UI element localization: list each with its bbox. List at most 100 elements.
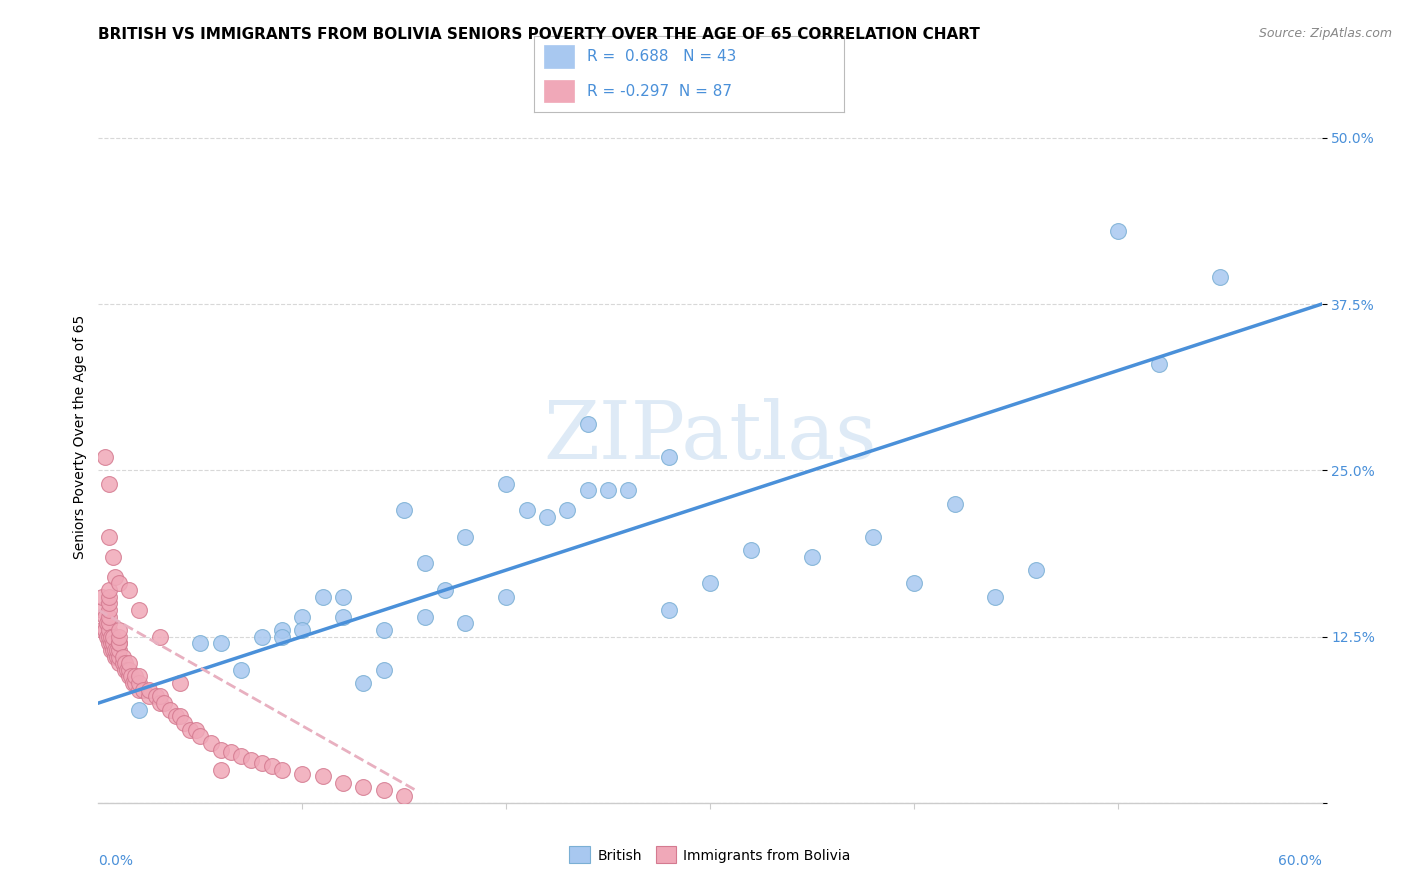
Point: [454, 530, 477, 544]
Point: [169, 709, 191, 723]
Point: [115, 663, 138, 677]
Point: [250, 630, 273, 644]
Point: [373, 782, 395, 797]
Point: [1107, 224, 1129, 238]
Point: [138, 690, 160, 704]
Point: [984, 590, 1007, 604]
Point: [231, 749, 253, 764]
Point: [138, 682, 160, 697]
Point: [114, 663, 136, 677]
Point: [209, 742, 232, 756]
Point: [105, 649, 128, 664]
Point: [97, 623, 120, 637]
Point: [240, 753, 263, 767]
Point: [101, 549, 124, 564]
Point: [413, 557, 436, 571]
Point: [128, 703, 150, 717]
Point: [108, 636, 131, 650]
Point: [118, 669, 141, 683]
Point: [91, 590, 114, 604]
Point: [108, 643, 131, 657]
Point: [188, 636, 212, 650]
Point: [97, 596, 120, 610]
Point: [101, 643, 124, 657]
Point: [111, 649, 134, 664]
Point: [1209, 270, 1232, 285]
Point: [149, 690, 172, 704]
Point: [352, 676, 374, 690]
Point: [332, 609, 354, 624]
Point: [159, 703, 181, 717]
Point: [118, 656, 141, 670]
Point: [104, 649, 127, 664]
Point: [699, 576, 721, 591]
Point: [100, 643, 122, 657]
Point: [114, 656, 136, 670]
Point: [104, 570, 127, 584]
Point: [105, 643, 128, 657]
Point: [108, 649, 131, 664]
Point: [332, 590, 354, 604]
Point: [373, 623, 395, 637]
Point: [943, 497, 966, 511]
Point: [332, 776, 354, 790]
Point: [165, 709, 187, 723]
Point: [312, 769, 335, 783]
Point: [96, 616, 118, 631]
Point: [132, 682, 155, 697]
Point: [392, 503, 416, 517]
Legend: British, Immigrants from Bolivia: British, Immigrants from Bolivia: [564, 841, 856, 869]
Bar: [544, 79, 575, 103]
Point: [188, 729, 212, 743]
Point: [291, 623, 314, 637]
Point: [270, 630, 294, 644]
Point: [413, 609, 436, 624]
Text: Source: ZipAtlas.com: Source: ZipAtlas.com: [1258, 27, 1392, 40]
Point: [801, 549, 824, 564]
Point: [1025, 563, 1047, 577]
Point: [495, 476, 517, 491]
Point: [97, 476, 120, 491]
Point: [658, 603, 681, 617]
Point: [97, 630, 120, 644]
Bar: [544, 45, 575, 68]
Point: [128, 682, 150, 697]
Point: [108, 576, 131, 591]
Point: [149, 630, 172, 644]
Point: [149, 696, 172, 710]
Point: [108, 630, 131, 644]
Point: [101, 630, 124, 644]
Point: [270, 763, 294, 777]
Point: [93, 623, 115, 637]
Point: [495, 590, 517, 604]
Point: [179, 723, 201, 737]
Text: ZIPatlas: ZIPatlas: [543, 398, 877, 476]
Point: [903, 576, 925, 591]
Point: [124, 669, 146, 683]
Point: [97, 530, 120, 544]
Point: [352, 780, 374, 794]
Point: [122, 676, 145, 690]
Point: [209, 763, 232, 777]
Point: [93, 450, 115, 464]
Y-axis label: Seniors Poverty Over the Age of 65: Seniors Poverty Over the Age of 65: [73, 315, 87, 559]
Point: [97, 609, 120, 624]
Point: [291, 609, 314, 624]
Point: [104, 643, 127, 657]
Point: [128, 669, 150, 683]
Point: [97, 636, 120, 650]
Point: [108, 623, 131, 637]
Point: [128, 603, 150, 617]
Point: [118, 582, 141, 597]
Point: [93, 609, 115, 624]
Point: [97, 603, 120, 617]
Point: [152, 696, 174, 710]
Point: [96, 630, 118, 644]
Point: [231, 663, 253, 677]
Point: [97, 616, 120, 631]
Text: R = -0.297  N = 87: R = -0.297 N = 87: [586, 84, 733, 98]
Point: [536, 509, 558, 524]
Point: [91, 603, 114, 617]
Point: [219, 745, 242, 759]
Point: [454, 616, 477, 631]
